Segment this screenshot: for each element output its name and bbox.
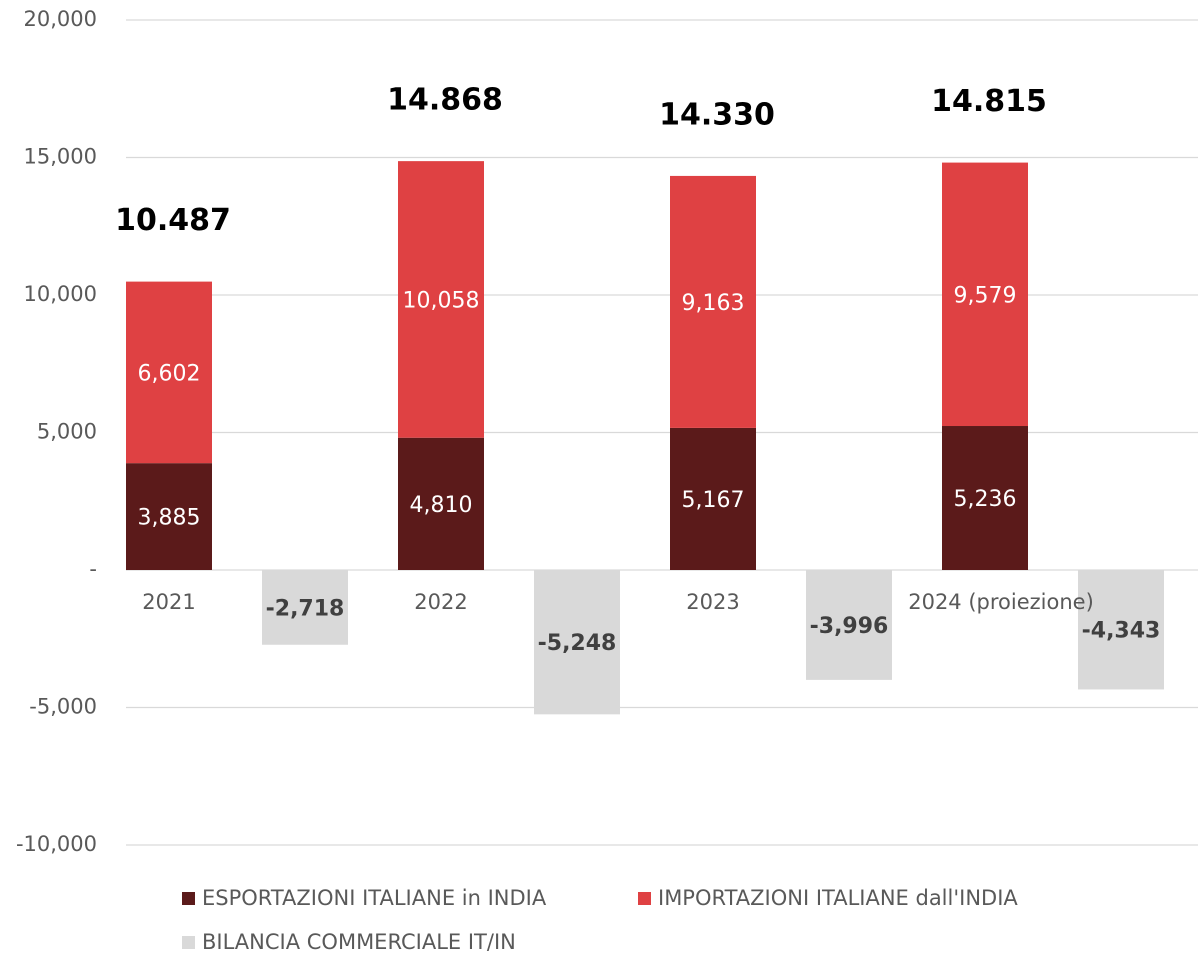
bar — [262, 570, 348, 645]
bar — [126, 463, 212, 570]
y-tick-label: 20,000 — [24, 7, 97, 31]
legend-label: BILANCIA COMMERCIALE IT/IN — [202, 930, 516, 954]
y-tick-label: -10,000 — [16, 832, 97, 856]
x-tick-label: 2021 — [142, 590, 195, 614]
data-label: -2,718 — [266, 596, 345, 621]
bar — [942, 162, 1028, 427]
data-label: -5,248 — [538, 631, 617, 656]
y-tick-label: 15,000 — [24, 145, 97, 169]
bar — [126, 281, 212, 464]
legend-swatch — [182, 936, 195, 949]
data-label: 3,885 — [138, 506, 201, 531]
bar — [670, 427, 756, 570]
y-tick-label: -5,000 — [29, 695, 97, 719]
total-label: 10.487 — [115, 203, 231, 238]
x-tick-label: 2023 — [686, 590, 739, 614]
bar — [806, 570, 892, 680]
bar — [1078, 570, 1164, 690]
data-label: 9,579 — [954, 283, 1017, 308]
bar — [942, 426, 1028, 570]
data-label: -4,343 — [1082, 619, 1161, 644]
data-label: 4,810 — [410, 493, 473, 518]
data-label: 10,058 — [403, 288, 480, 313]
x-tick-label: 2024 (proiezione) — [908, 590, 1094, 614]
total-label: 14.330 — [659, 97, 775, 132]
data-label: 6,602 — [138, 361, 201, 386]
data-label: -3,996 — [810, 614, 889, 639]
bar — [398, 437, 484, 570]
bar — [398, 161, 484, 438]
data-label: 5,167 — [682, 488, 745, 513]
legend-swatch — [638, 892, 651, 905]
total-label: 14.815 — [931, 84, 1047, 119]
y-tick-label: 10,000 — [24, 282, 97, 306]
y-tick-label: - — [89, 557, 97, 581]
bar — [534, 570, 620, 715]
bar — [670, 175, 756, 428]
data-label: 9,163 — [682, 291, 745, 316]
y-tick-label: 5,000 — [37, 420, 97, 444]
legend-label: IMPORTAZIONI ITALIANE dall'INDIA — [658, 886, 1018, 910]
total-label: 14.868 — [387, 83, 503, 118]
x-tick-label: 2022 — [414, 590, 467, 614]
data-label: 5,236 — [954, 487, 1017, 512]
legend-label: ESPORTAZIONI ITALIANE in INDIA — [202, 886, 547, 910]
legend-swatch — [182, 892, 195, 905]
